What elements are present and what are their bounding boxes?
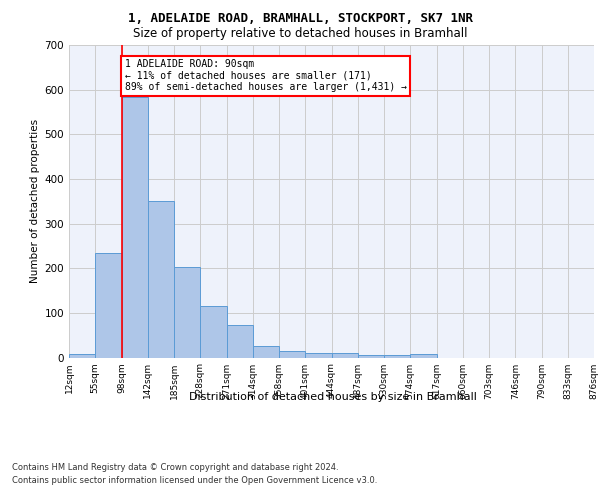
Bar (410, 354, 437, 358)
Text: Size of property relative to detached houses in Bramhall: Size of property relative to detached ho… (133, 28, 467, 40)
Text: 1 ADELAIDE ROAD: 90sqm
← 11% of detached houses are smaller (171)
89% of semi-de: 1 ADELAIDE ROAD: 90sqm ← 11% of detached… (125, 60, 407, 92)
Bar (95, 254, 121, 358)
Bar (69, 354, 95, 358)
Bar (384, 356, 410, 358)
Text: 1, ADELAIDE ROAD, BRAMHALL, STOCKPORT, SK7 1NR: 1, ADELAIDE ROAD, BRAMHALL, STOCKPORT, S… (128, 12, 473, 26)
Bar (253, 346, 279, 358)
Bar (200, 306, 227, 358)
Y-axis label: Number of detached properties: Number of detached properties (31, 119, 40, 284)
Bar (148, 201, 174, 358)
Text: Contains HM Land Registry data © Crown copyright and database right 2024.: Contains HM Land Registry data © Crown c… (12, 462, 338, 471)
Bar (331, 353, 358, 358)
Bar (174, 267, 200, 358)
Bar (305, 353, 331, 358)
Bar (358, 356, 384, 358)
Bar (279, 351, 305, 358)
Bar (227, 325, 253, 358)
Bar (121, 97, 148, 357)
Text: Distribution of detached houses by size in Bramhall: Distribution of detached houses by size … (189, 392, 477, 402)
Text: Contains public sector information licensed under the Open Government Licence v3: Contains public sector information licen… (12, 476, 377, 485)
